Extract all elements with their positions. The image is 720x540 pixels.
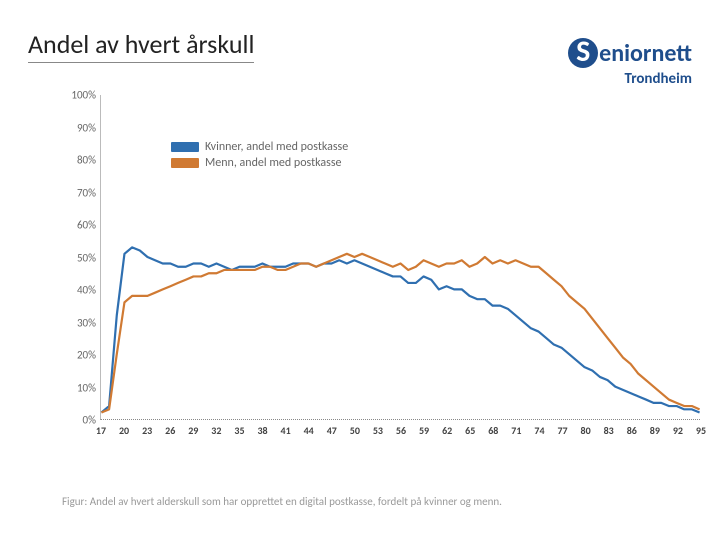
- xtick: 77: [557, 424, 567, 437]
- line-kvinner: [101, 247, 699, 412]
- xtick: 26: [165, 424, 175, 437]
- ytick: 60%: [61, 219, 96, 232]
- legend-item-menn: Menn, andel med postkasse: [171, 156, 348, 170]
- logo-text: eniornett: [599, 39, 692, 68]
- xtick: 62: [442, 424, 452, 437]
- xtick: 41: [281, 424, 291, 437]
- ytick: 80%: [61, 154, 96, 167]
- xtick: 56: [396, 424, 406, 437]
- logo-main: Seniornett: [568, 38, 692, 68]
- xtick: 59: [419, 424, 429, 437]
- ytick: 100%: [61, 89, 96, 102]
- legend-swatch-kvinner: [171, 142, 199, 152]
- xtick: 50: [350, 424, 360, 437]
- chart-container: Kvinner, andel med postkasse Menn, andel…: [60, 95, 700, 450]
- ytick: 70%: [61, 186, 96, 199]
- xtick: 89: [650, 424, 660, 437]
- ytick: 40%: [61, 284, 96, 297]
- xtick: 17: [96, 424, 106, 437]
- legend-item-kvinner: Kvinner, andel med postkasse: [171, 140, 348, 154]
- xtick: 32: [211, 424, 221, 437]
- xtick: 23: [142, 424, 152, 437]
- xtick: 71: [511, 424, 521, 437]
- caption: Figur: Andel av hvert alderskull som har…: [62, 495, 680, 508]
- plot-area: Kvinner, andel med postkasse Menn, andel…: [100, 95, 700, 420]
- xtick: 74: [534, 424, 544, 437]
- legend-label-menn: Menn, andel med postkasse: [205, 156, 341, 170]
- ytick: 90%: [61, 121, 96, 134]
- ytick: 50%: [61, 251, 96, 264]
- ytick: 0%: [61, 414, 96, 427]
- logo-prefix: S: [568, 38, 598, 68]
- ytick: 20%: [61, 349, 96, 362]
- legend-label-kvinner: Kvinner, andel med postkasse: [205, 140, 348, 154]
- xtick: 20: [119, 424, 129, 437]
- legend: Kvinner, andel med postkasse Menn, andel…: [171, 140, 348, 172]
- xtick: 35: [234, 424, 244, 437]
- xtick: 29: [188, 424, 198, 437]
- xtick: 65: [465, 424, 475, 437]
- xtick: 80: [581, 424, 591, 437]
- xtick: 92: [673, 424, 683, 437]
- logo-subtitle: Trondheim: [568, 70, 692, 88]
- xtick: 83: [604, 424, 614, 437]
- legend-swatch-menn: [171, 158, 199, 168]
- xtick: 53: [373, 424, 383, 437]
- xtick: 47: [327, 424, 337, 437]
- xtick: 86: [627, 424, 637, 437]
- xtick: 44: [304, 424, 314, 437]
- xtick: 38: [257, 424, 267, 437]
- ytick: 30%: [61, 316, 96, 329]
- ytick: 10%: [61, 381, 96, 394]
- logo: Seniornett Trondheim: [568, 38, 692, 88]
- xtick: 95: [696, 424, 706, 437]
- xtick: 68: [488, 424, 498, 437]
- page-title: Andel av hvert årskull: [28, 28, 254, 63]
